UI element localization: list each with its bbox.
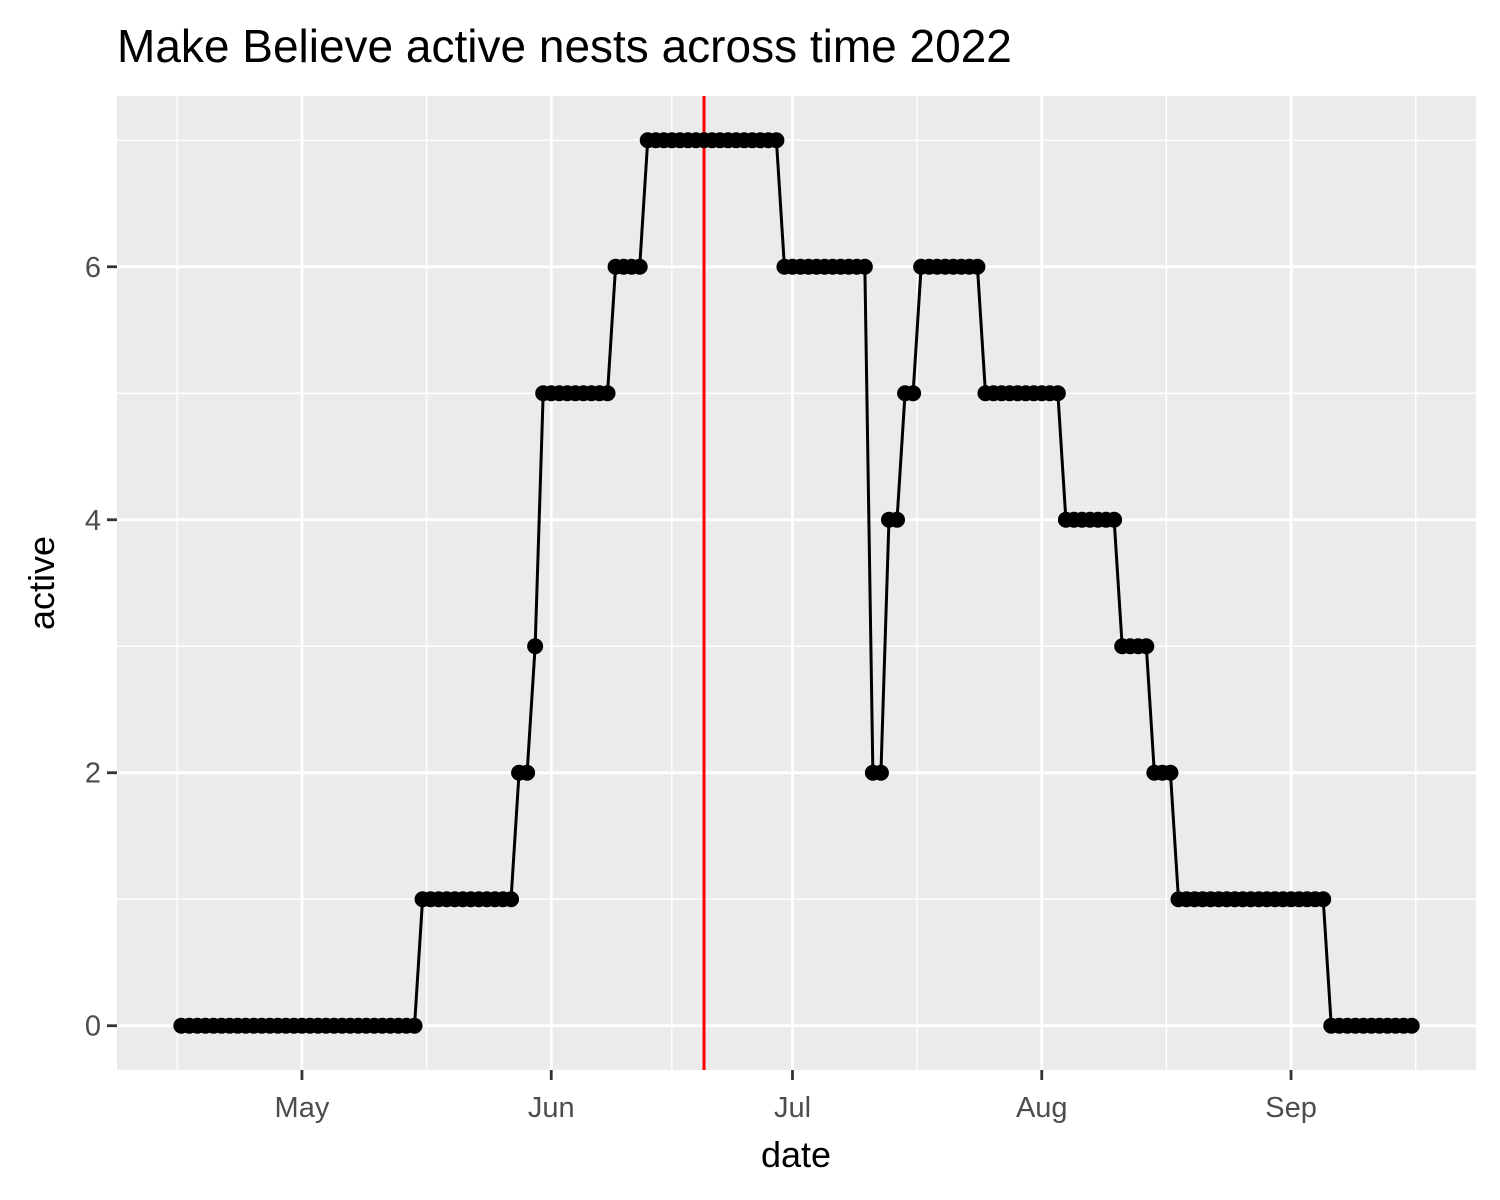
data-point [768, 132, 785, 149]
minor-gridlines [117, 96, 1476, 1070]
x-tick-label: May [275, 1092, 330, 1124]
data-point [889, 511, 906, 528]
plot-panel [117, 96, 1476, 1070]
data-point [519, 764, 536, 781]
data-point [872, 764, 889, 781]
data-point [969, 258, 986, 275]
x-axis: May Jun Jul Aug Sep [275, 1070, 1317, 1124]
data-point [599, 385, 616, 402]
x-tick-label: Jun [528, 1092, 575, 1124]
chart-title: Make Believe active nests across time 20… [117, 20, 1012, 72]
data-point [503, 891, 520, 908]
data-point [856, 258, 873, 275]
y-tick-label: 2 [85, 758, 101, 790]
major-gridlines [117, 96, 1476, 1070]
x-axis-title: date [761, 1134, 831, 1175]
data-point [1162, 764, 1179, 781]
y-tick-label: 6 [85, 252, 101, 284]
data-point [1315, 891, 1332, 908]
y-axis: 0 2 4 6 [85, 252, 117, 1043]
y-tick-label: 4 [85, 505, 101, 537]
data-point [1138, 638, 1155, 655]
data-point [1106, 511, 1123, 528]
y-axis-title: active [21, 536, 62, 630]
x-tick-label: Jul [774, 1092, 811, 1124]
x-tick-label: Aug [1016, 1092, 1068, 1124]
data-point [1403, 1017, 1420, 1034]
y-tick-label: 0 [85, 1011, 101, 1043]
data-point [905, 385, 922, 402]
data-point [406, 1017, 423, 1034]
data-points [173, 132, 1420, 1034]
data-point [527, 638, 544, 655]
x-tick-label: Sep [1265, 1092, 1317, 1124]
data-point [631, 258, 648, 275]
data-point [1049, 385, 1066, 402]
